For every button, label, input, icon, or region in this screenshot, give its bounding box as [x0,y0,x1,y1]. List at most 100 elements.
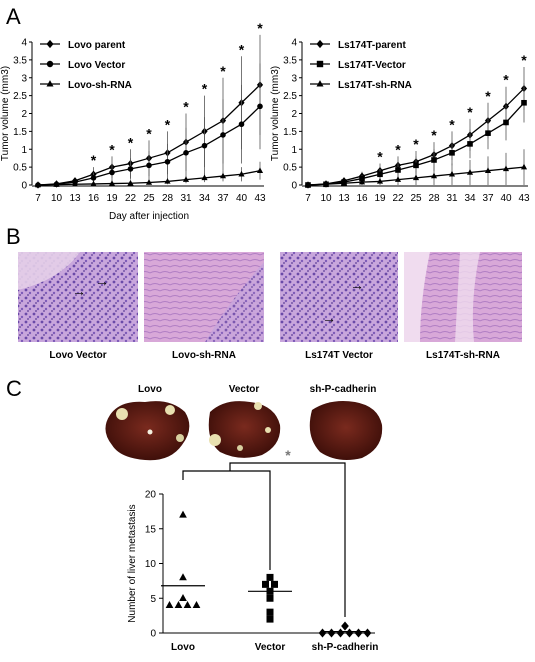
significance-star: * [377,149,383,165]
x-tick-label: 19 [374,193,386,204]
y-tick-label: 0.5 [13,163,27,174]
significance-star: * [257,20,263,36]
x-tick-label: 40 [236,193,248,204]
y-tick-label: 1.5 [13,127,27,138]
data-point [502,165,510,172]
x-tick-label: 37 [482,193,494,204]
y-tick-label: 3 [291,73,297,84]
histology-stroma [18,252,80,290]
data-point [358,178,366,185]
histology-image-ls174t-vector [280,252,398,342]
metastasis-nodule [176,434,184,442]
data-point [256,167,264,173]
y-tick-label: 0 [21,181,27,192]
significance-star: * [521,52,527,68]
significance-bracket [229,462,346,617]
y-tick-label: 4 [21,38,27,49]
x-tick-label: 37 [217,193,229,204]
significance-star: * [128,134,134,150]
data-point [271,580,278,588]
data-point [466,169,474,175]
data-point [485,130,491,136]
data-point [521,99,527,106]
y-tick-label: 2 [21,109,27,120]
legend-label: Lovo parent [68,40,126,51]
x-tick-label: 13 [338,193,350,204]
significance-star: * [413,136,419,152]
x-tick-label: 43 [254,193,266,204]
panel-letter-c: C [6,376,22,401]
x-tick-label: 22 [392,193,404,204]
data-point [165,601,174,608]
data-point [238,121,245,128]
data-point [340,179,348,186]
data-point [431,157,437,163]
data-point [90,180,97,187]
significance-star: * [431,127,437,143]
data-point [238,170,245,177]
data-point [484,167,492,173]
data-point [395,167,401,173]
data-point [318,628,327,638]
data-point [412,174,420,181]
x-tick-label: 31 [180,193,192,204]
data-point [145,179,153,185]
y-tick-label: 3.5 [13,55,27,66]
x-tick-label: 40 [500,193,512,204]
significance-star: * [146,125,152,141]
metastasis-nodule [116,408,128,420]
data-point [266,608,274,616]
histology-stroma [455,252,480,342]
y-tick-label: 1 [291,145,297,156]
data-point [359,175,365,182]
significance-star: * [109,141,115,157]
liver-photo-vector [208,401,281,458]
data-point [179,573,187,581]
metastasis-nodule [254,402,262,410]
y-tick-label: 0 [150,629,156,640]
x-tick-label: 7 [35,193,41,204]
data-point [146,162,152,169]
arrow-icon: → [322,310,336,326]
legend-marker [316,80,324,87]
x-tick-label: 10 [320,193,332,204]
y-axis-label: Tumor volume (mm3) [0,66,11,161]
x-tick-label: 22 [125,193,137,204]
data-point [377,171,383,178]
data-point [430,172,438,179]
significance-star: * [485,88,491,104]
legend-marker [316,39,324,49]
y-tick-label: 0 [291,181,297,192]
data-point [179,594,187,602]
liver-metastasis-chart: 0 5 10 15 20 Number of liver metastasis Lovo Ve… [127,447,378,653]
x-tick-label: Vector [255,642,286,653]
x-tick-label: sh-P-cadherin [312,642,379,653]
y-tick-label: 2.5 [13,91,27,102]
data-point [164,178,171,184]
data-point [219,172,227,179]
data-point [266,573,274,581]
y-tick-label: 5 [150,594,156,605]
panel-letter-a: A [6,4,21,29]
panel-letter-b: B [6,224,21,249]
significance-star: * [285,447,291,463]
data-point [183,601,192,608]
y-tick-label: 10 [145,559,157,570]
metastasis-nodule [209,434,221,446]
data-point [304,181,312,188]
histology-stroma [404,252,430,342]
data-point [322,180,330,187]
y-tick-label: 3 [21,73,27,84]
data-point [108,180,116,186]
data-point [109,169,115,176]
data-point [220,132,226,138]
histology-label: Lovo Vector [49,350,106,361]
liver-photos: Lovo Vector sh-P-cadherin [105,384,383,461]
data-point [90,175,97,181]
y-tick-label: 2.5 [283,91,297,102]
data-point [327,628,336,638]
legend-label: Lovo Vector [68,60,125,71]
data-point [413,162,419,169]
data-point [179,510,187,518]
significance-star: * [91,152,97,168]
